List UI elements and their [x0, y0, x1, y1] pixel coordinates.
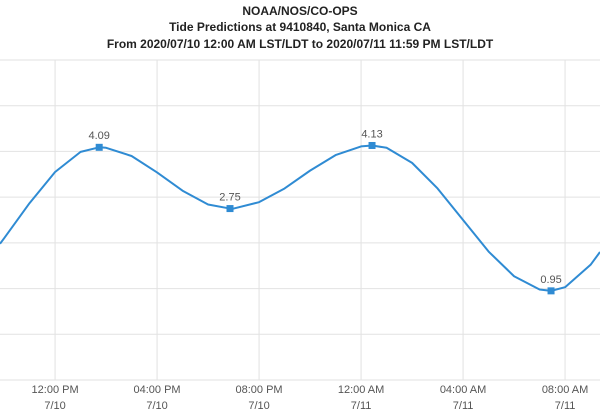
- data-label: 4.09: [88, 130, 109, 142]
- x-tick-date: 7/10: [248, 400, 269, 412]
- x-tick-label: 08:00 AM: [542, 384, 588, 396]
- chart-title: NOAA/NOS/CO-OPS: [242, 4, 357, 18]
- x-tick-date: 7/10: [146, 400, 167, 412]
- x-tick-label: 12:00 PM: [32, 384, 79, 396]
- x-tick-label: 12:00 AM: [338, 384, 384, 396]
- marker: [547, 287, 555, 295]
- x-tick-label: 04:00 AM: [440, 384, 486, 396]
- x-tick-date: 7/11: [453, 400, 474, 412]
- marker: [368, 141, 376, 149]
- x-tick-label: 08:00 PM: [236, 384, 283, 396]
- chart-subtitle: Tide Predictions at 9410840, Santa Monic…: [169, 20, 431, 34]
- marker: [95, 143, 103, 151]
- data-label: 4.13: [361, 128, 382, 140]
- chart-subtitle: From 2020/07/10 12:00 AM LST/LDT to 2020…: [107, 37, 494, 51]
- x-tick-date: 7/10: [44, 400, 65, 412]
- data-label: 0.95: [540, 274, 561, 286]
- x-tick-label: 04:00 PM: [134, 384, 181, 396]
- x-tick-date: 7/11: [351, 400, 372, 412]
- data-label: 2.75: [219, 191, 240, 203]
- marker: [226, 205, 234, 213]
- x-tick-date: 7/11: [555, 400, 576, 412]
- line: [0, 144, 600, 292]
